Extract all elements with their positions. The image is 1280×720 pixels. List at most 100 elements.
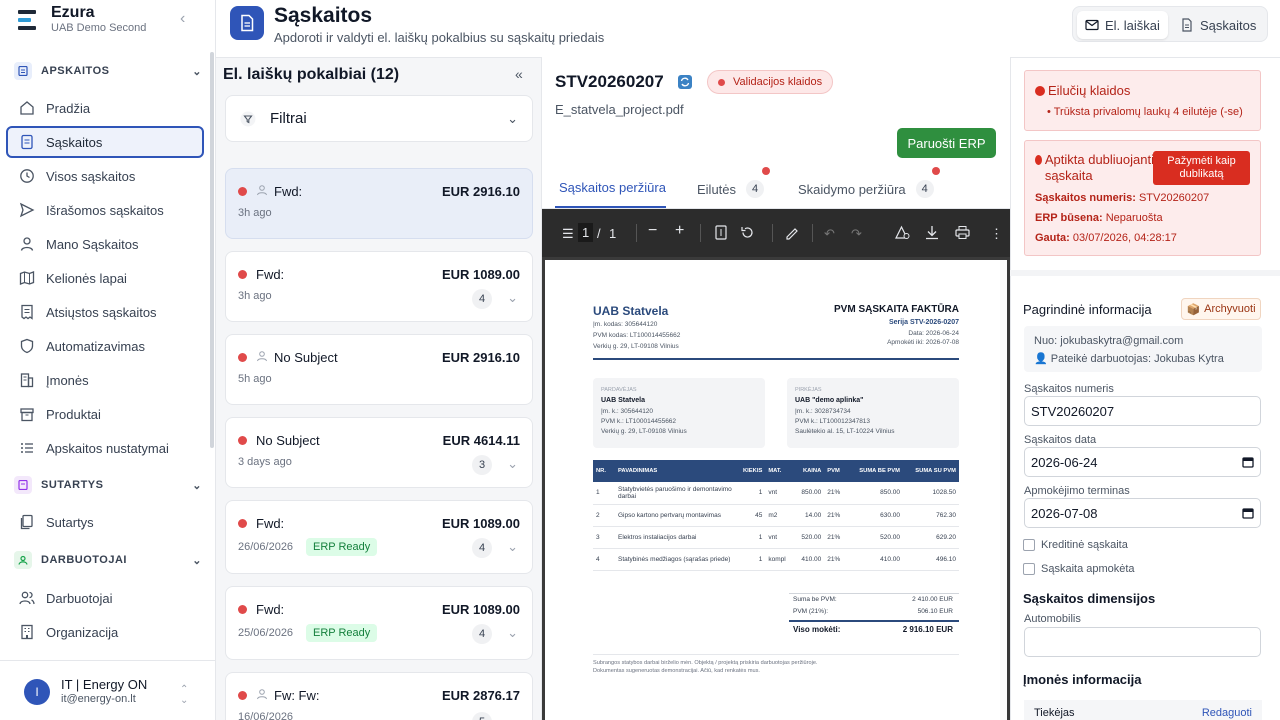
tabs-divider [542,208,1010,209]
chevron-down-icon[interactable]: ⌄ [507,456,518,471]
sidebar-scrollbar[interactable] [210,52,214,448]
zoom-in-icon[interactable]: + [675,222,685,239]
pdf-table-row: 4 Statybinės medžiagos (sąrašas priede) 1 k… [593,548,959,571]
conversation-card[interactable]: Fw: Fw: EUR 2876.17 16/06/2026 5 [225,672,533,720]
sidebar-item-mano-saskaitos[interactable]: Mano Sąskaitos [6,228,204,260]
pdf-col-header: KAINA [793,460,825,482]
mark-duplicate-button[interactable]: Pažymėti kaip dublikatą [1153,151,1250,185]
panel-divider [1010,270,1280,276]
page-number-input[interactable]: 1 [578,223,594,242]
calendar-icon[interactable] [1242,507,1254,519]
sidebar-item-label: Kelionės lapai [46,270,127,286]
pdf-cell: 3 [593,526,615,549]
checkbox-box[interactable] [1023,563,1035,575]
sidebar-item-imones[interactable]: Įmonės [6,364,204,396]
pdf-cell: 1 [735,526,766,549]
sidebar-collapse-icon[interactable]: ‹ [180,10,186,27]
calendar-icon[interactable] [1242,456,1254,468]
tab-skaidymo-perziura[interactable]: Skaidymo peržiūra 4 [798,180,934,198]
sidebar-item-label: Organizacija [46,624,119,640]
tab-count: 4 [746,180,765,198]
redo-icon[interactable]: ↷ [851,226,862,241]
tab-eilutes[interactable]: Eilutės 4 [697,180,765,198]
tab-saskaitos[interactable]: Sąskaitos [1172,11,1264,39]
sidebar-item-apskaitos-nustatymai[interactable]: Apskaitos nustatymai [6,432,204,464]
invoice-number-label: Sąskaitos numeris [1024,383,1114,395]
pdf-doc-due: Apmokėti iki: 2026-07-08 [887,339,959,346]
sidebar-item-saskaitos[interactable]: Sąskaitos [6,126,204,158]
ezura-logo-icon [18,10,36,30]
view-switcher: El. laiškai Sąskaitos [1072,6,1268,42]
pdf-seller-address: Verkių g. 29, LT-09108 Vilnius [593,343,679,350]
conversation-card[interactable]: Fwd: EUR 2916.10 3h ago [225,168,533,239]
invoice-paid-checkbox[interactable]: Sąskaita apmokėta [1023,563,1135,575]
edit-supplier-link[interactable]: Redaguoti [1201,707,1252,719]
sidebar-item-label: Visos sąskaitos [46,168,136,184]
credit-invoice-checkbox[interactable]: Kreditinė sąskaita [1023,539,1128,551]
chevron-down-icon[interactable]: ⌄ [507,625,518,640]
office-icon [18,623,36,641]
sidebar-item-sutartys[interactable]: Sutartys [6,506,204,538]
pdf-seller-box: PARDAVĖJAS UAB Statvela Įm. k.: 30564412… [593,378,765,448]
users-icon [18,589,36,607]
invoice-date-field[interactable]: 2026-06-24 [1024,447,1261,477]
tab-saskaitos-perziura[interactable]: Sąskaitos peržiūra [559,180,666,195]
conversation-card[interactable]: No Subject EUR 4614.11 3 days ago 3 ⌄ [225,417,533,488]
section-darbuotojai[interactable]: DARBUOTOJAI ⌄ [14,548,202,572]
sidebar-item-darbuotojai[interactable]: Darbuotojai [6,582,204,614]
download-icon[interactable] [925,225,939,240]
sidebar-item-produktai[interactable]: Produktai [6,398,204,430]
sidebar-item-automatizavimas[interactable]: Automatizavimas [6,330,204,362]
user-menu[interactable] [0,660,216,720]
attachment-count: 3 [472,455,492,475]
kv-value: Neparuošta [1105,212,1163,224]
section-sutartys[interactable]: SUTARTYS ⌄ [14,473,202,497]
conversation-card[interactable]: Fwd: EUR 1089.00 3h ago 4 ⌄ [225,251,533,322]
unread-dot [238,270,247,279]
rotate-icon[interactable] [740,225,755,240]
sidebar-item-atsiustos[interactable]: Atsiųstos sąskaitos [6,296,204,328]
draw-icon[interactable] [785,225,800,240]
chevron-updown-icon[interactable]: ⌃ ⌄ [180,684,189,706]
conversation-card[interactable]: Fwd: EUR 1089.00 25/06/2026 ERP Ready 4 … [225,586,533,660]
chevron-down-icon[interactable]: ⌄ [507,539,518,554]
date-value: 2026-07-08 [1031,505,1098,521]
checkbox-box[interactable] [1023,539,1035,551]
annotate-icon[interactable] [894,225,910,240]
zoom-out-icon[interactable]: − [648,222,658,239]
pdf-cell: 1 [735,482,766,505]
sidebar-item-keliones-lapai[interactable]: Kelionės lapai [6,262,204,294]
conversation-subject: No Subject [274,350,338,365]
pdf-cell: 21% [824,548,848,571]
avatar[interactable]: I [24,679,50,705]
automobile-select[interactable] [1024,627,1261,657]
chevron-down-icon: ⌄ [192,65,202,78]
undo-icon[interactable]: ↶ [824,226,835,241]
print-icon[interactable] [955,225,970,240]
fit-page-icon[interactable] [715,225,727,240]
sutartys-section-icon [14,476,32,494]
error-dot [1035,155,1042,165]
sidebar-item-israsomos[interactable]: Išrašomos sąskaitos [6,194,204,226]
prepare-erp-button[interactable]: Paruošti ERP [897,128,996,158]
double-chevron-left-icon[interactable]: « [515,66,523,82]
attachment-count: 4 [472,289,492,309]
conversation-card[interactable]: Fwd: EUR 1089.00 26/06/2026 ERP Ready 4 … [225,500,533,574]
chevron-down-icon[interactable]: ⌄ [507,290,518,305]
invoice-number-field[interactable]: STV20260207 [1024,396,1261,426]
sidebar-toggle-icon[interactable]: ☰ [562,226,574,241]
refresh-icon[interactable] [678,75,692,89]
sidebar-item-organizacija[interactable]: Organizacija [6,616,204,648]
section-apskaitos[interactable]: APSKAITOS ⌄ [14,59,202,83]
attachment-file-name[interactable]: E_statvela_project.pdf [555,102,684,117]
more-options-icon[interactable]: ⋮ [990,226,1003,241]
sidebar-item-pradzia[interactable]: Pradžia [6,92,204,124]
sidebar-item-visos-saskaitos[interactable]: Visos sąskaitos [6,160,204,192]
conversations-title: El. laiškų pokalbiai (12) [223,66,400,83]
archive-button[interactable]: 📦 Archyvuoti [1181,298,1261,320]
conversation-card[interactable]: No Subject EUR 2916.10 5h ago [225,334,533,405]
due-date-field[interactable]: 2026-07-08 [1024,498,1261,528]
tab-el-laiskai[interactable]: El. laiškai [1077,11,1168,39]
filter-toggle[interactable]: Filtrai ⌄ [225,95,533,142]
pdf-cell: 410.00 [847,548,903,571]
